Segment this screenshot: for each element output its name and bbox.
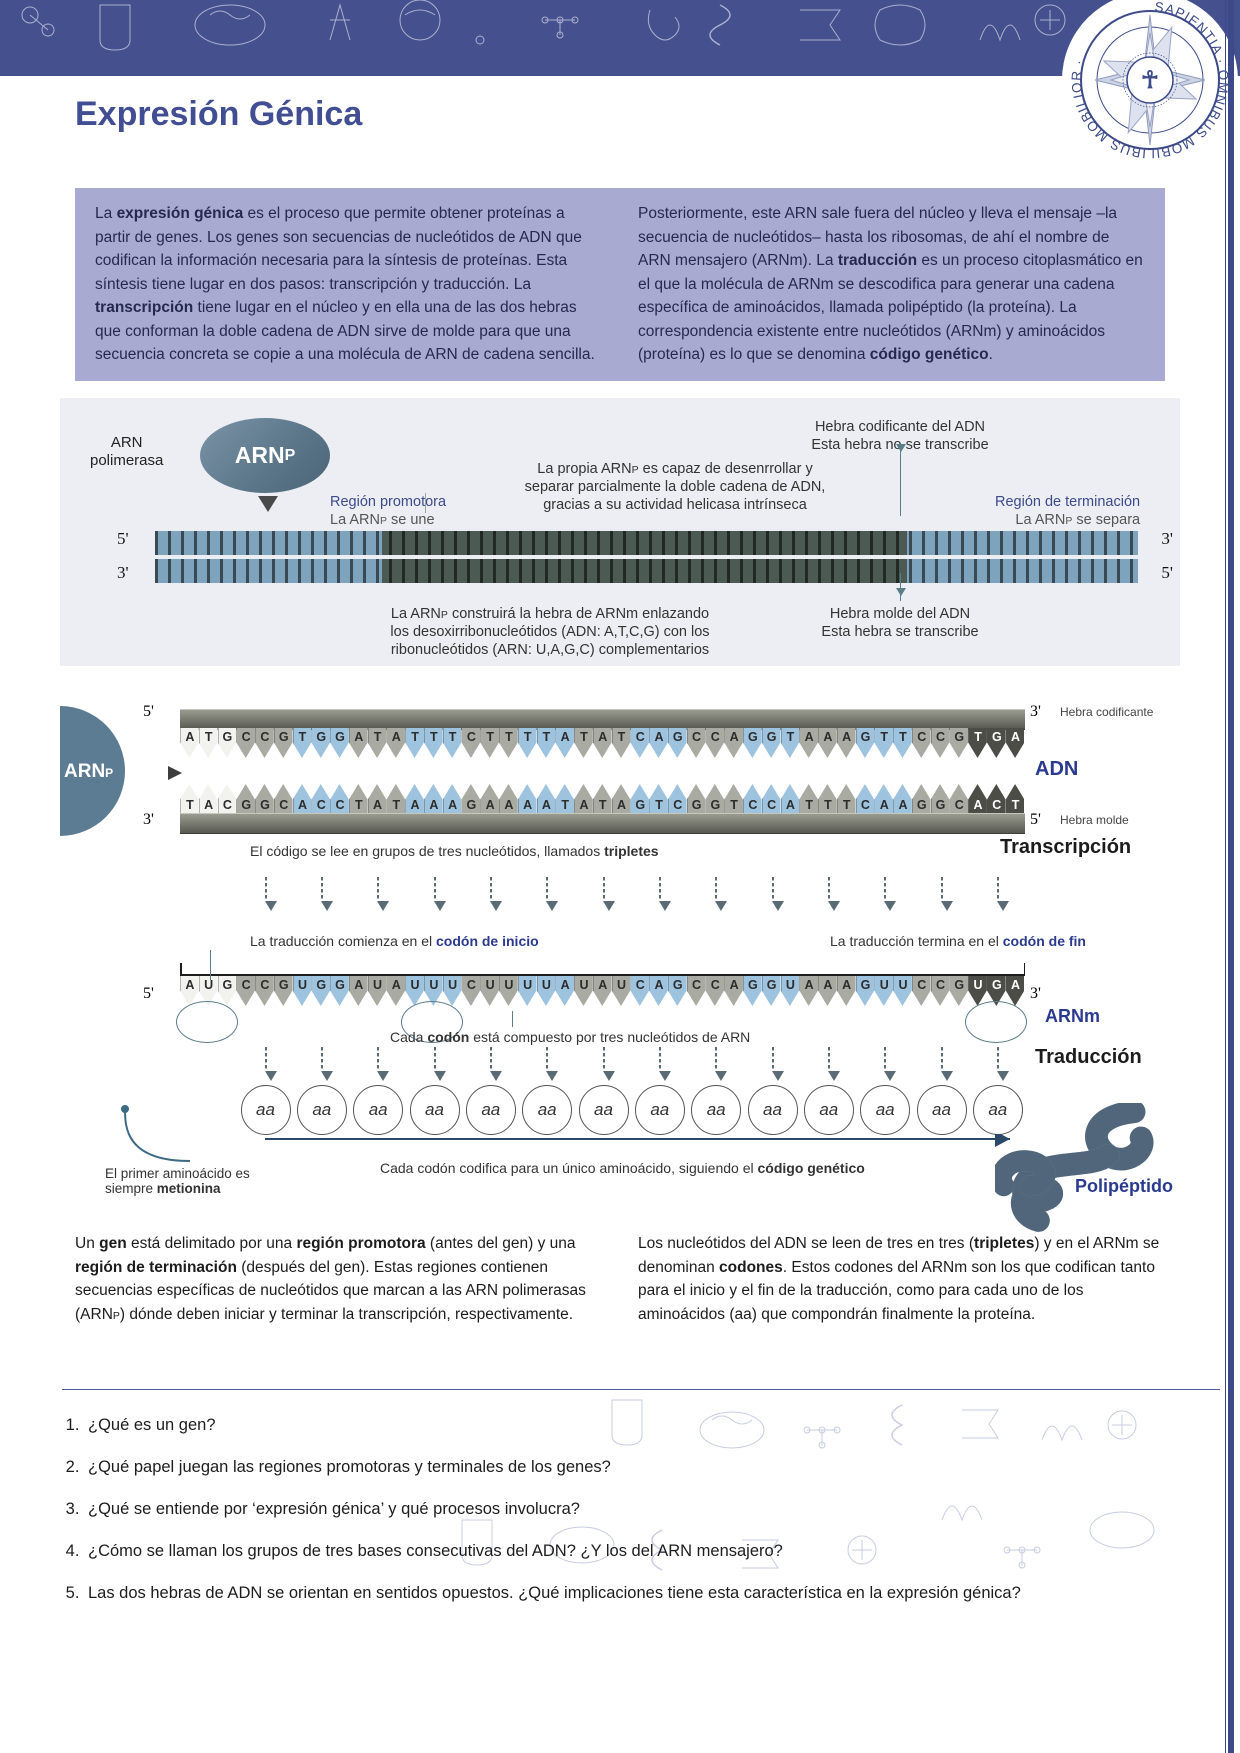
svg-text:☥: ☥ (1141, 68, 1159, 94)
